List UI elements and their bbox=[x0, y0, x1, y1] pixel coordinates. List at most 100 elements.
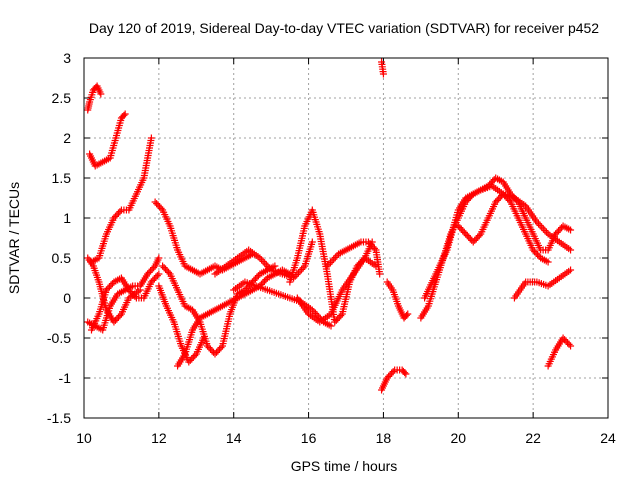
data-point bbox=[531, 248, 539, 256]
data-point bbox=[136, 286, 144, 294]
data-point bbox=[492, 198, 500, 206]
series-s2 bbox=[86, 110, 129, 170]
data-point bbox=[145, 268, 153, 276]
data-point bbox=[113, 315, 121, 323]
data-point bbox=[261, 259, 269, 267]
data-point bbox=[469, 238, 477, 246]
data-point bbox=[125, 286, 133, 294]
data-point bbox=[253, 273, 261, 281]
series-s17 bbox=[378, 366, 410, 394]
data-point bbox=[493, 196, 501, 204]
data-point bbox=[147, 134, 155, 142]
data-point bbox=[502, 193, 510, 201]
data-point bbox=[308, 238, 316, 246]
data-point bbox=[217, 344, 225, 352]
data-point bbox=[389, 368, 397, 376]
data-point bbox=[539, 225, 547, 233]
y-tick-label: 3 bbox=[63, 50, 71, 66]
data-point bbox=[559, 334, 567, 342]
data-point bbox=[163, 267, 171, 275]
data-point bbox=[291, 272, 299, 280]
x-tick-label: 16 bbox=[301, 430, 317, 446]
data-point bbox=[462, 230, 470, 238]
series-s6 bbox=[87, 270, 163, 334]
data-point bbox=[310, 308, 318, 316]
data-point bbox=[541, 227, 549, 235]
data-point bbox=[153, 200, 161, 208]
y-tick-label: 2 bbox=[63, 130, 71, 146]
data-point bbox=[553, 228, 561, 236]
data-point bbox=[208, 347, 216, 355]
data-point bbox=[489, 177, 497, 185]
data-point bbox=[564, 339, 572, 347]
data-point bbox=[543, 228, 551, 236]
data-point bbox=[110, 318, 118, 326]
data-point bbox=[111, 212, 119, 220]
data-point bbox=[499, 190, 507, 198]
series-s22 bbox=[510, 266, 575, 302]
data-point bbox=[404, 310, 412, 318]
data-point bbox=[376, 270, 384, 278]
data-point bbox=[312, 309, 320, 317]
data-point bbox=[459, 227, 467, 235]
data-point bbox=[454, 222, 462, 230]
data-point bbox=[165, 268, 173, 276]
data-point bbox=[529, 246, 537, 254]
data-point bbox=[495, 195, 503, 203]
data-point bbox=[147, 267, 155, 275]
data-point bbox=[110, 214, 118, 222]
data-point bbox=[556, 225, 564, 233]
x-axis-label: GPS time / hours bbox=[291, 458, 398, 474]
data-point bbox=[154, 201, 162, 209]
data-point bbox=[149, 276, 157, 284]
series-s15 bbox=[323, 238, 384, 278]
data-point bbox=[308, 306, 316, 314]
data-point bbox=[327, 322, 335, 330]
plot-frame bbox=[83, 57, 609, 419]
data-point bbox=[242, 284, 250, 292]
data-point bbox=[471, 236, 479, 244]
data-point bbox=[561, 336, 569, 344]
data-point bbox=[456, 224, 464, 232]
data-point bbox=[567, 342, 575, 350]
data-point bbox=[126, 288, 134, 296]
data-point bbox=[204, 342, 212, 350]
data-point bbox=[121, 110, 129, 118]
data-point bbox=[144, 270, 152, 278]
data-point bbox=[116, 312, 124, 320]
data-point bbox=[474, 233, 482, 241]
data-point bbox=[186, 356, 194, 364]
data-point bbox=[532, 249, 540, 257]
y-tick-label: 2.5 bbox=[52, 90, 72, 106]
data-point bbox=[533, 218, 541, 226]
data-point bbox=[188, 355, 196, 363]
data-point bbox=[160, 264, 168, 272]
y-tick-labels: -1.5 -1 -0.5 0 0.5 1 1.5 2 2.5 3 bbox=[47, 50, 71, 426]
data-point bbox=[567, 226, 575, 234]
y-axis-label: SDTVAR / TECUs bbox=[6, 182, 22, 294]
data-point bbox=[370, 244, 378, 252]
data-point bbox=[369, 243, 377, 251]
y-tick-label: 0 bbox=[63, 290, 71, 306]
data-point bbox=[457, 225, 465, 233]
data-point bbox=[162, 265, 170, 273]
data-point bbox=[155, 254, 163, 262]
data-point bbox=[544, 258, 552, 266]
data-point bbox=[207, 345, 215, 353]
data-point bbox=[364, 238, 372, 246]
series-s10 bbox=[159, 262, 279, 358]
data-point bbox=[262, 261, 270, 269]
data-points bbox=[84, 58, 575, 394]
data-point bbox=[534, 251, 542, 259]
data-point bbox=[538, 223, 546, 231]
data-point bbox=[114, 313, 122, 321]
data-point bbox=[296, 267, 304, 275]
data-point bbox=[157, 204, 165, 212]
series-s21 bbox=[454, 190, 552, 266]
data-point bbox=[131, 292, 139, 300]
data-point bbox=[388, 369, 396, 377]
data-point bbox=[366, 240, 374, 248]
data-point bbox=[104, 284, 112, 292]
data-point bbox=[259, 257, 267, 265]
